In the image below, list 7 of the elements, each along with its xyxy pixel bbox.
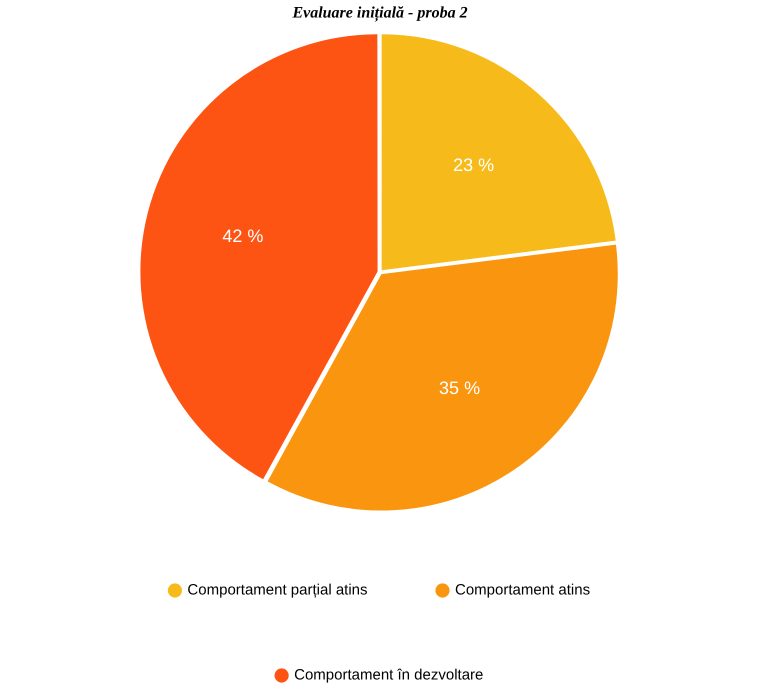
chart-title: Evaluare inițială - proba 2: [291, 4, 468, 23]
data-label: 23 %: [453, 154, 494, 175]
legend-label: Comportament în dezvoltare: [294, 666, 484, 684]
legend-label: Comportament parțial atins: [187, 582, 368, 599]
data-label: 42 %: [222, 226, 264, 246]
data-label: 35 %: [439, 378, 480, 398]
legend-label: Comportament atins: [455, 582, 590, 599]
